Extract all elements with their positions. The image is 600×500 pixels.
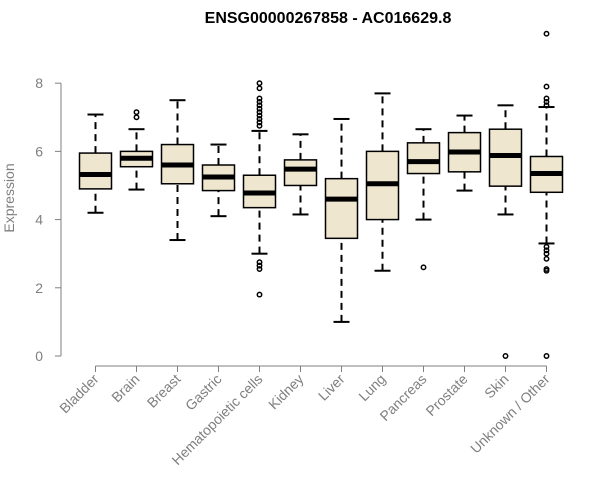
x-tick-label: Prostate bbox=[422, 371, 470, 419]
box-gastric bbox=[201, 143, 236, 218]
box-unknown-other bbox=[529, 30, 564, 359]
boxes bbox=[78, 30, 564, 359]
outlier-point bbox=[543, 250, 550, 257]
outlier-point bbox=[256, 98, 263, 105]
y-tick-label: 2 bbox=[35, 280, 43, 296]
box-brain bbox=[119, 109, 154, 191]
outlier-point bbox=[133, 114, 140, 121]
outlier-point bbox=[256, 112, 263, 119]
outlier-point bbox=[256, 95, 263, 102]
outlier-point bbox=[256, 109, 263, 116]
box-liver bbox=[324, 117, 359, 323]
box-bladder bbox=[78, 113, 113, 214]
outlier-point bbox=[256, 266, 263, 272]
box-pancreas bbox=[406, 128, 441, 271]
outlier-point bbox=[543, 102, 550, 109]
outlier-point bbox=[543, 266, 550, 272]
x-tick-label: Breast bbox=[144, 371, 184, 411]
outlier-point bbox=[256, 119, 263, 126]
outlier-point bbox=[256, 116, 263, 122]
x-tick-label: Kidney bbox=[265, 371, 307, 413]
outlier-point bbox=[543, 30, 550, 37]
x-tick-label: Bladder bbox=[56, 371, 102, 417]
box-prostate bbox=[447, 114, 482, 192]
outlier-point bbox=[256, 105, 263, 112]
outlier-point bbox=[543, 353, 550, 359]
outlier-point bbox=[256, 80, 263, 87]
box-kidney bbox=[283, 133, 318, 216]
outlier-point bbox=[543, 83, 550, 90]
outlier-point bbox=[133, 109, 140, 116]
box-lung bbox=[365, 92, 400, 272]
y-tick-label: 6 bbox=[35, 143, 43, 159]
outlier-point bbox=[543, 255, 550, 262]
box-body bbox=[283, 159, 318, 187]
chart-title: ENSG00000267858 - AC016629.8 bbox=[205, 10, 452, 27]
y-axis: 0 2 4 6 8 bbox=[35, 75, 62, 364]
outlier-point bbox=[256, 85, 263, 92]
box-body bbox=[78, 152, 113, 190]
outlier-point bbox=[256, 291, 263, 298]
outlier-point bbox=[543, 98, 550, 105]
outlier-point bbox=[256, 262, 263, 269]
outlier-point bbox=[543, 95, 550, 102]
outlier-point bbox=[502, 353, 509, 359]
y-tick-label: 0 bbox=[35, 348, 43, 364]
outlier-point bbox=[256, 259, 263, 266]
box-breast bbox=[160, 99, 195, 242]
box-skin bbox=[488, 104, 523, 359]
outlier-point bbox=[543, 247, 550, 254]
outlier-point bbox=[543, 243, 550, 250]
x-tick-label: Lung bbox=[355, 371, 388, 404]
box-hematopoietic-cells bbox=[242, 80, 277, 298]
y-axis-label: Expression bbox=[1, 163, 17, 232]
outlier-point bbox=[420, 264, 427, 271]
x-tick-label: Brain bbox=[108, 371, 142, 405]
y-tick-label: 8 bbox=[35, 75, 43, 91]
outlier-point bbox=[256, 102, 263, 109]
y-tick-label: 4 bbox=[35, 212, 43, 228]
outlier-point bbox=[256, 122, 263, 129]
box-body bbox=[324, 177, 359, 240]
x-tick-label: Liver bbox=[315, 371, 348, 404]
x-tick-label: Skin bbox=[481, 371, 512, 402]
box-body bbox=[406, 142, 441, 175]
